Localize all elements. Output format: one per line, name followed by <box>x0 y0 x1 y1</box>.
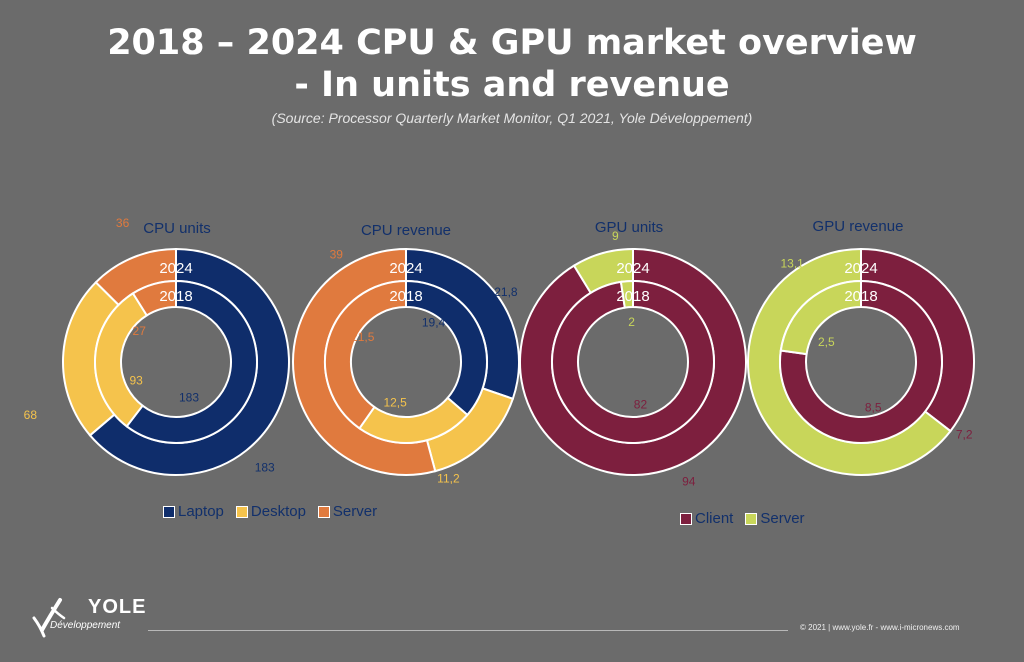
value-label-inner-client: 82 <box>634 397 648 411</box>
logo-subtitle: Développement <box>50 620 121 631</box>
value-label-outer-laptop: 21,8 <box>494 285 518 299</box>
slice-inner-client <box>551 279 715 444</box>
ring-label-inner: 2018 <box>616 288 649 305</box>
chart-title: GPU revenue <box>813 218 904 235</box>
legend-swatch <box>680 512 692 525</box>
legend-label: Client <box>695 510 734 527</box>
ring-label-outer: 2024 <box>389 260 422 277</box>
legend-item-server: Server <box>317 503 378 520</box>
ring-label-outer: 2024 <box>616 260 649 277</box>
value-label-outer-client: 94 <box>682 475 696 489</box>
slice-inner-server <box>619 279 634 309</box>
chart-title: GPU units <box>595 219 663 236</box>
value-label-outer-client: 7,2 <box>956 427 973 441</box>
value-label-inner-server: 21,5 <box>351 330 375 344</box>
title-line-2: - In units and revenue <box>294 65 730 105</box>
legend-swatch <box>745 512 758 525</box>
legend-item-client: Client <box>680 510 733 527</box>
chart-gpu-revenue: GPU revenue 2024 2018 8,5 2,5 7,2 13,1 <box>747 218 975 476</box>
value-label-inner-laptop: 19,4 <box>422 316 446 330</box>
legend-label: Desktop <box>250 503 306 520</box>
value-label-inner-desktop: 12,5 <box>383 396 407 410</box>
value-label-inner-client: 8,5 <box>865 400 882 414</box>
value-label-outer-server: 9 <box>612 229 619 243</box>
ring-label-outer: 2024 <box>844 260 877 277</box>
chart-title: CPU units <box>143 220 211 237</box>
slice-inner-server <box>324 279 407 430</box>
title-line-1: 2018 – 2024 CPU & GPU market overview <box>107 23 917 63</box>
legend-swatch <box>235 505 248 518</box>
chart-title: CPU revenue <box>361 222 451 239</box>
value-label-outer-server: 36 <box>116 216 130 230</box>
yole-logo-mark-icon <box>32 598 66 638</box>
legend-label: Server <box>760 510 805 527</box>
value-label-outer-laptop: 183 <box>255 461 275 475</box>
yole-logo: YOLE Développement <box>28 596 148 646</box>
gpu-legend: Client Server <box>680 510 811 527</box>
value-label-inner-server: 2,5 <box>818 335 835 349</box>
legend-swatch <box>317 505 330 518</box>
ring-label-outer: 2024 <box>159 260 192 277</box>
value-label-outer-server: 39 <box>330 248 344 262</box>
value-label-outer-desktop: 11,2 <box>437 472 460 486</box>
slice-inner-server <box>131 279 177 317</box>
page-title: 2018 – 2024 CPU & GPU market overview - … <box>0 22 1024 106</box>
value-label-inner-laptop: 183 <box>179 391 199 405</box>
ring-label-inner: 2018 <box>389 288 422 305</box>
value-label-inner-server: 2 <box>628 315 635 329</box>
slice-inner-server <box>779 279 862 356</box>
ring-label-inner: 2018 <box>844 288 877 305</box>
footer-divider <box>148 630 788 631</box>
value-label-inner-server: 27 <box>133 324 147 338</box>
legend-item-desktop: Desktop <box>235 503 306 520</box>
slice-inner-laptop <box>125 279 258 444</box>
cpu-legend: Laptop Desktop Server <box>163 503 383 520</box>
legend-label: Server <box>332 503 378 520</box>
footer-copyright: © 2021 | www.yole.fr - www.i-micronews.c… <box>800 623 960 632</box>
chart-cpu-units: CPU units 2024 2018 183 93 27 183 68 36 <box>24 216 290 476</box>
source-note: (Source: Processor Quarterly Market Moni… <box>271 110 753 126</box>
legend-label: Laptop <box>178 503 224 520</box>
legend-item-server: Server <box>745 510 805 527</box>
ring-label-inner: 2018 <box>159 288 192 305</box>
logo-word: YOLE <box>88 596 147 618</box>
value-label-outer-desktop: 68 <box>24 408 38 422</box>
value-label-outer-server: 13,1 <box>780 257 804 271</box>
legend-item-laptop: Laptop <box>163 503 224 520</box>
legend-swatch <box>163 505 175 518</box>
slice-inner-client <box>779 279 943 444</box>
value-label-inner-desktop: 93 <box>129 374 143 388</box>
chart-gpu-units: GPU units 2024 2018 82 2 94 9 <box>519 219 747 489</box>
